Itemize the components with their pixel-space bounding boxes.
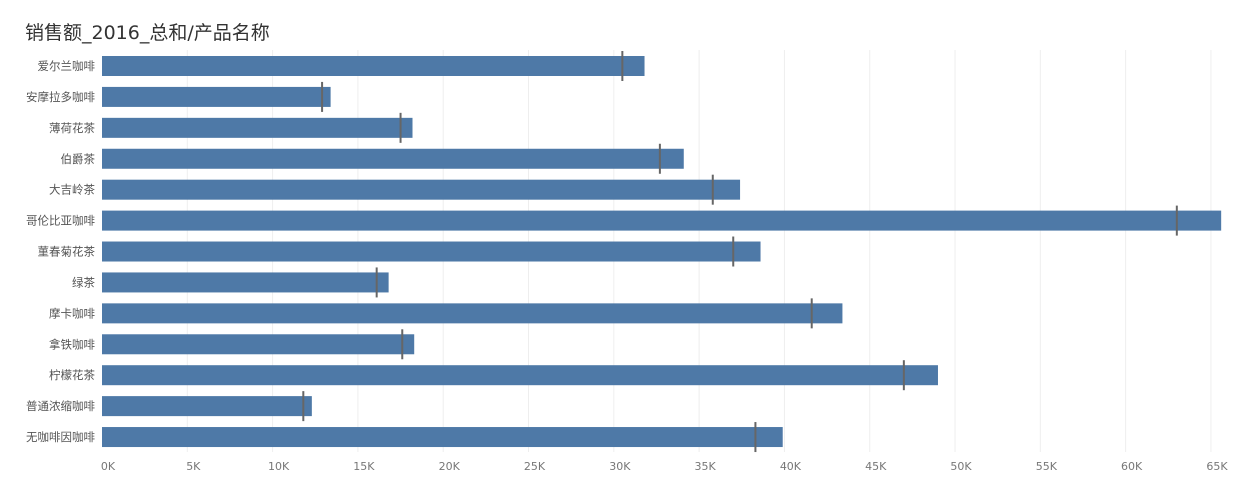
x-tick-label: 45K <box>865 460 887 473</box>
category-label: 大吉岭茶 <box>49 183 95 197</box>
x-tick-label: 35K <box>695 460 717 473</box>
x-tick-label: 15K <box>353 460 375 473</box>
category-label: 薄荷花茶 <box>49 121 95 135</box>
x-tick-label: 60K <box>1121 460 1143 473</box>
bars <box>102 56 1222 448</box>
x-tick-label: 65K <box>1206 460 1228 473</box>
x-tick-label: 5K <box>186 460 201 473</box>
category-label: 菫春菊花茶 <box>38 245 96 259</box>
x-tick-label: 20K <box>439 460 461 473</box>
bar[interactable] <box>102 272 389 293</box>
bar[interactable] <box>102 117 413 138</box>
category-label: 哥伦比亚咖啡 <box>26 214 95 228</box>
bar[interactable] <box>102 86 331 107</box>
x-tick-label: 50K <box>950 460 972 473</box>
x-tick-labels: 0K 5K 10K 15K 20K 25K 30K 35K 40K 45K 50K 55K 60K 65K <box>101 460 1228 473</box>
category-label: 摩卡咖啡 <box>49 306 95 320</box>
bar[interactable] <box>102 427 783 448</box>
bar[interactable] <box>102 148 684 169</box>
x-tick-label: 40K <box>780 460 802 473</box>
category-label: 爱尔兰咖啡 <box>38 59 96 73</box>
category-label: 拿铁咖啡 <box>49 337 95 351</box>
chart-title: 销售额_2016_总和/产品名称 <box>25 22 270 44</box>
bar[interactable] <box>102 179 741 200</box>
category-label: 绿茶 <box>72 275 95 289</box>
x-tick-label: 55K <box>1036 460 1058 473</box>
bar[interactable] <box>102 334 415 355</box>
category-label: 普通浓缩咖啡 <box>26 399 95 413</box>
category-labels: 爱尔兰咖啡安摩拉多咖啡薄荷花茶伯爵茶大吉岭茶哥伦比亚咖啡菫春菊花茶绿茶摩卡咖啡拿… <box>26 59 95 444</box>
x-tick-label: 0K <box>101 460 116 473</box>
x-tick-label: 10K <box>268 460 290 473</box>
reference-marks <box>302 51 1178 453</box>
category-label: 柠檬花茶 <box>49 368 95 382</box>
x-tick-label: 25K <box>524 460 546 473</box>
bar[interactable] <box>102 56 645 76</box>
bar[interactable] <box>102 241 761 262</box>
bar[interactable] <box>102 210 1222 231</box>
category-label: 伯爵茶 <box>61 152 96 166</box>
category-label: 安摩拉多咖啡 <box>26 90 95 104</box>
bar[interactable] <box>102 365 938 386</box>
bar[interactable] <box>102 396 312 417</box>
bar[interactable] <box>102 303 843 324</box>
x-tick-label: 30K <box>609 460 631 473</box>
category-label: 无咖啡因咖啡 <box>26 430 95 444</box>
